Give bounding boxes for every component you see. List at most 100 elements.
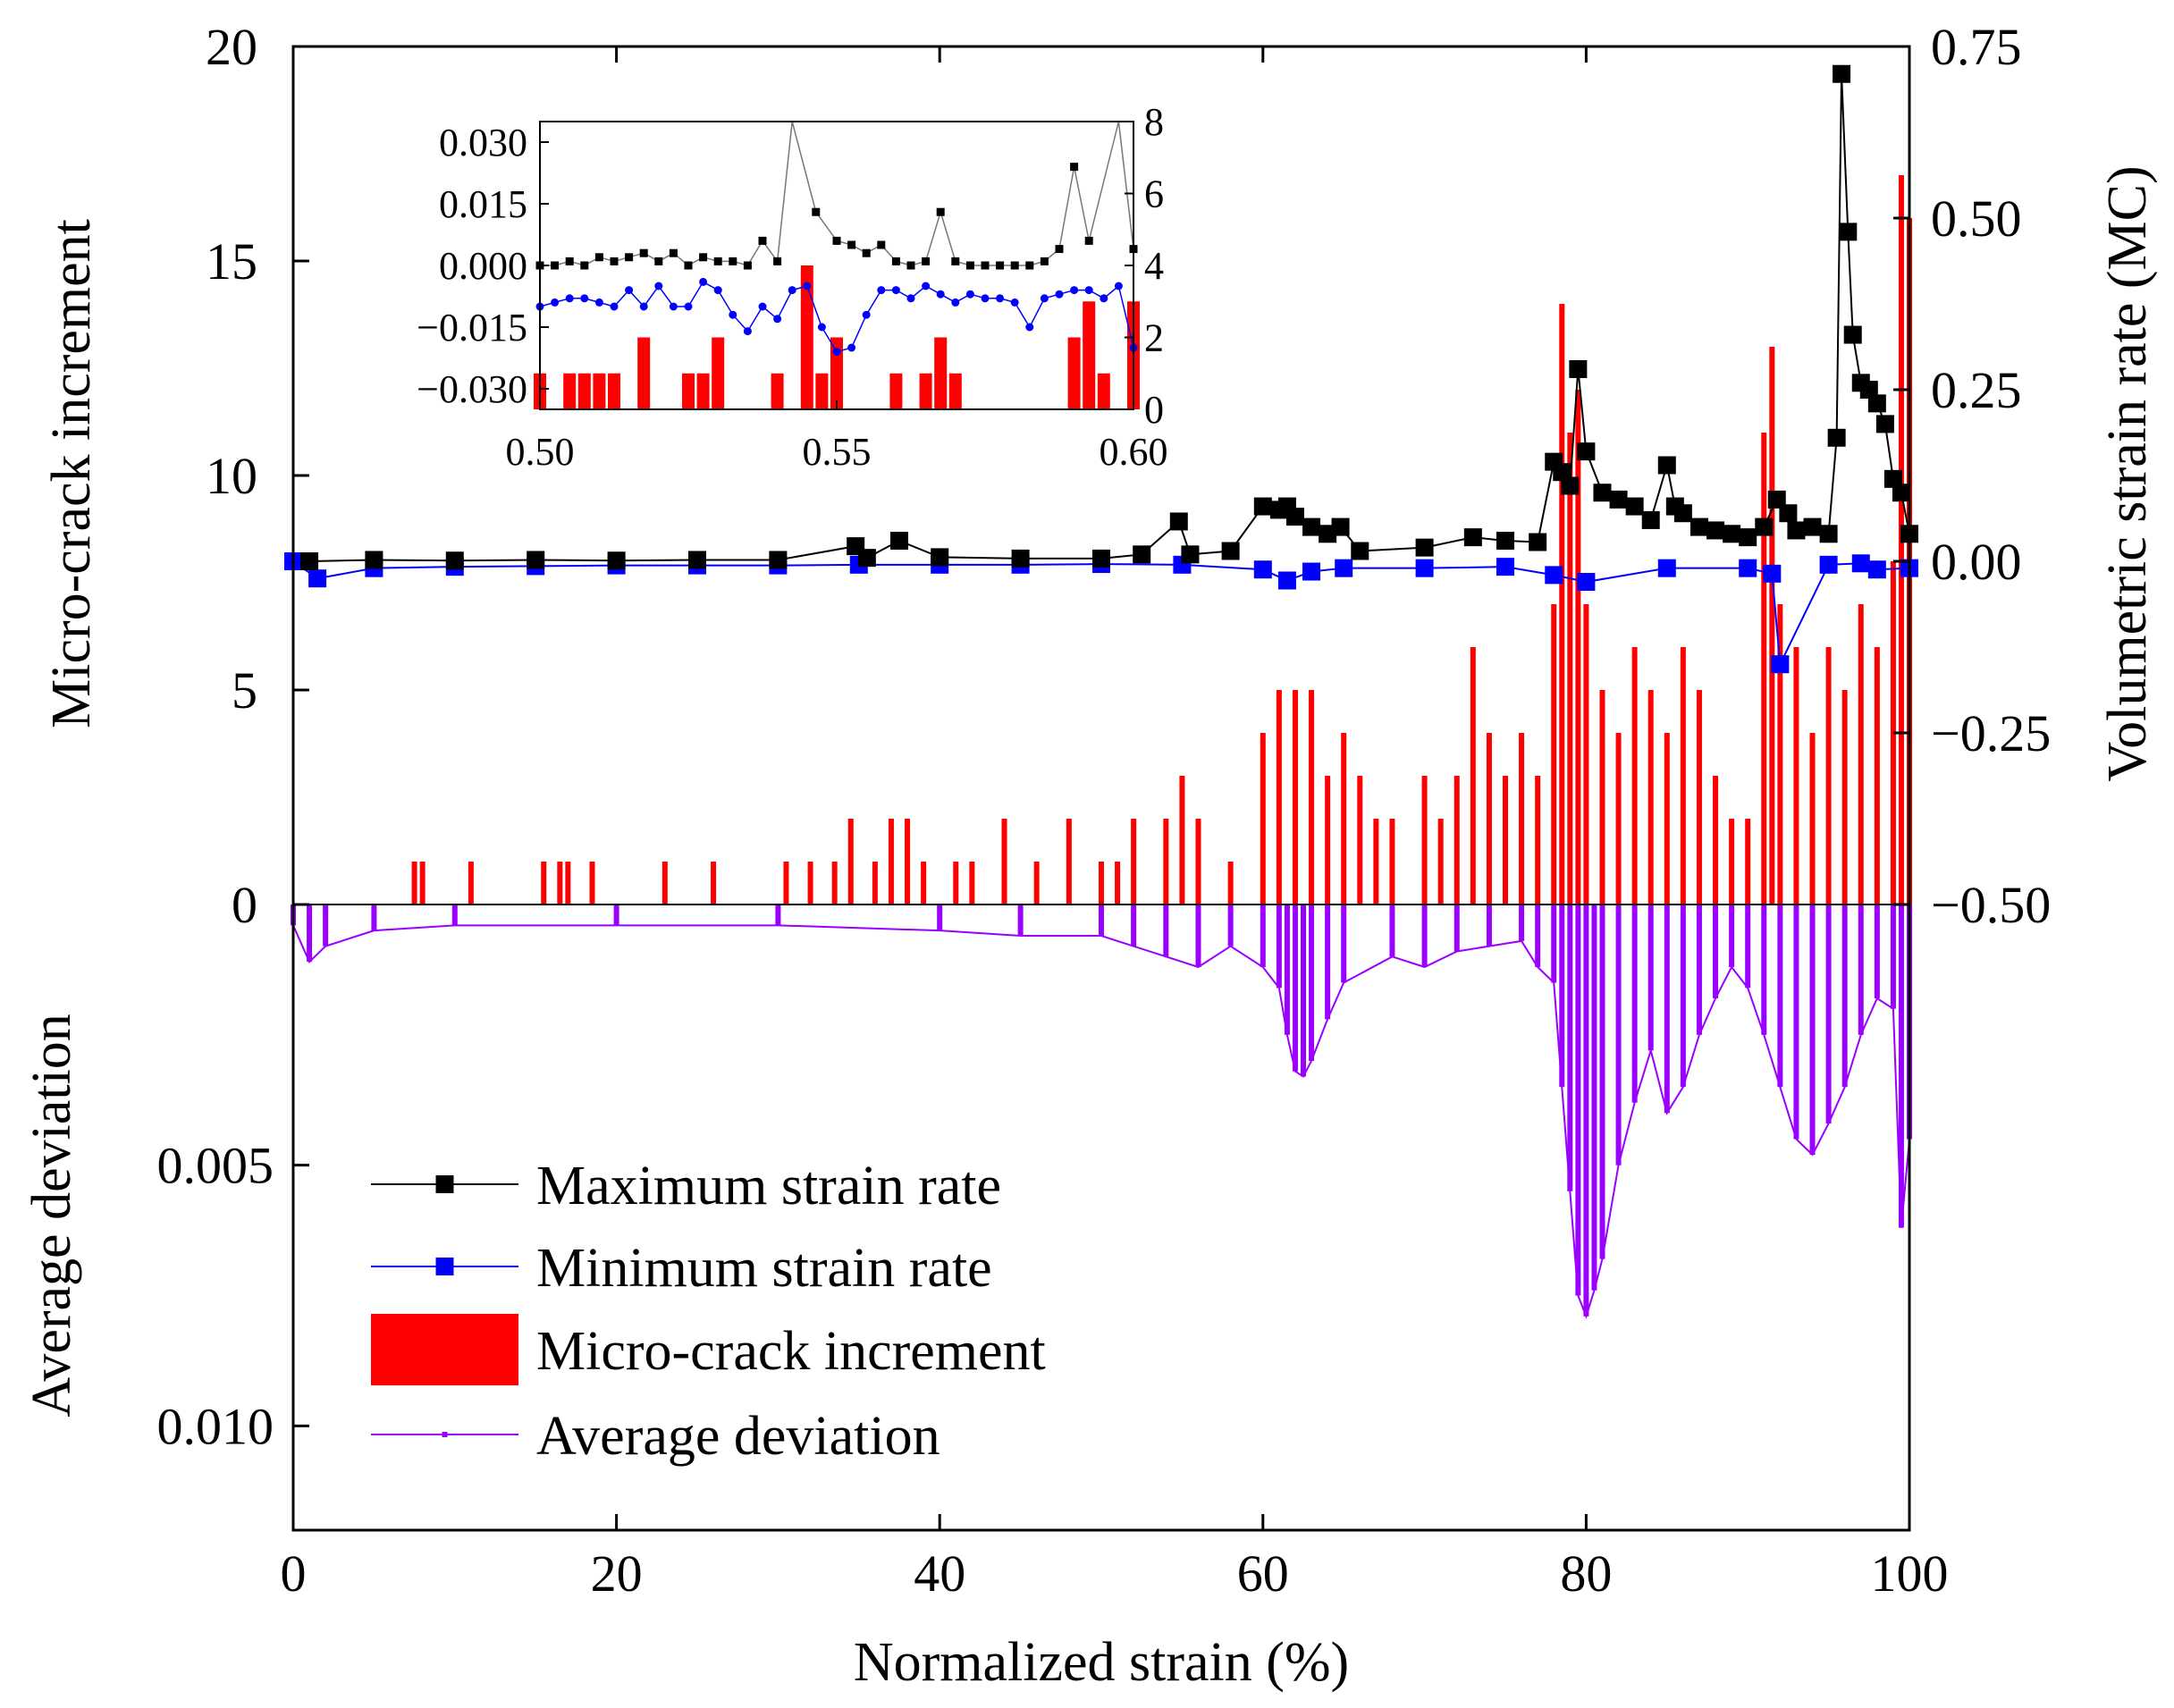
max-strain-rate-marker [1883,469,1902,488]
avg-deviation-bar [1647,904,1654,1051]
inset-crack-bar [919,373,932,409]
x-tick-label: 60 [1237,1544,1289,1603]
avg-deviation-bar [1575,904,1581,1296]
inset-max-strain-marker [699,253,708,262]
x-tick-label: 80 [1560,1544,1612,1603]
avg-deviation-bar [1163,904,1169,957]
avg-deviation-bar [1713,904,1719,998]
max-strain-rate-marker [769,551,788,569]
micro-crack-bar [1276,690,1282,904]
avg-deviation-bar [1567,904,1573,1191]
inset-min-strain-marker [684,302,693,311]
inset-min-strain-marker [981,294,990,303]
inset-crack-bar [563,373,577,409]
micro-crack-bar [1454,776,1460,904]
max-strain-rate-marker [1787,521,1806,540]
inset-right-tick-label: 4 [1144,244,1164,288]
micro-crack-bar [1389,819,1395,904]
max-strain-rate-marker [445,551,464,570]
micro-crack-bar [1631,647,1638,904]
micro-crack-bar [1841,690,1848,904]
layer-lines [284,64,1918,1319]
inset-min-strain-marker [803,282,812,290]
inset-x-tick-label: 0.60 [1100,430,1168,474]
inset-min-strain-marker [551,298,560,307]
inset-crack-bar [1097,373,1110,409]
max-strain-rate-marker [1839,223,1858,241]
inset-crack-bar [800,265,813,409]
max-strain-rate-marker [1875,415,1894,433]
max-strain-rate-marker [1593,484,1612,502]
inset-crack-bar [889,373,903,409]
avg-deviation-bar [1745,904,1751,989]
micro-crack-bar [1292,690,1298,904]
inset-max-strain-marker [812,207,821,216]
max-strain-rate-marker [1833,64,1851,83]
max-strain-rate-marker [1221,542,1240,560]
min-strain-rate-marker [1867,560,1886,579]
avg-deviation-bar [371,904,377,931]
layer-inset: 0.50 0.55 0.60 −0.030 −0.015 0.000 0.015 0.030 0… [417,100,1167,474]
avg-deviation-bar [1729,904,1735,967]
inset-crack-bar [696,373,710,409]
max-strain-rate-marker [1723,525,1741,543]
inset-max-strain-marker [729,257,737,265]
inset-max-strain-marker [891,257,900,265]
max-strain-rate-marker [1767,490,1786,509]
inset-min-strain-marker [743,327,752,336]
avg-deviation-bar [1341,904,1347,983]
micro-crack-bar [905,819,911,904]
avg-deviation-bar [775,904,781,926]
micro-crack-bar [557,862,563,904]
min-strain-rate-marker [1657,559,1676,577]
inset-crack-bar [682,373,695,409]
min-strain-rate-marker [1771,655,1790,674]
micro-crack-bar [1729,819,1735,904]
micro-crack-bar [711,862,717,904]
avg-deviation-bar [1898,904,1904,1228]
micro-crack-bar [411,862,417,904]
inset-right-tick-label: 0 [1144,388,1164,432]
min-strain-rate-marker [1739,559,1757,577]
micro-crack-bar [1163,819,1169,904]
avg-deviation-bar [1696,904,1702,1035]
max-strain-rate-marker [1181,545,1200,564]
inset-min-strain-marker [862,310,871,319]
micro-crack-bar [1769,347,1775,904]
inset-max-strain-marker [936,207,945,216]
avg-deviation-bar [1664,904,1670,1114]
inset-crack-bar [948,373,962,409]
inset-max-strain-marker [684,261,693,270]
inset-max-strain-marker [922,257,931,265]
inset-max-strain-marker [1084,236,1093,245]
avg-deviation-bar [613,904,619,926]
min-strain-rate-marker [1819,555,1838,574]
inset-crack-bar [771,373,784,409]
micro-crack-bar [1115,862,1121,904]
micro-crack-bar [1599,690,1605,904]
inset-max-strain-marker [1055,245,1064,254]
min-strain-rate-marker [1763,564,1782,583]
inset-min-strain-marker [594,298,603,307]
inset-min-strain-marker [625,286,634,295]
max-strain-rate-marker [1351,542,1369,560]
inset-max-strain-marker [580,261,589,270]
micro-crack-bar [1535,776,1541,904]
inset-right-tick-label: 8 [1144,100,1164,144]
inset-max-strain-marker [832,236,841,245]
inset-min-strain-marker [1025,323,1034,332]
plot-frame [291,45,1911,1532]
avg-deviation-line [292,924,1910,1319]
inset-max-strain-marker [565,257,574,265]
micro-crack-bar [1761,433,1767,904]
inset-crack-bar [593,373,606,409]
micro-crack-bar [1437,819,1444,904]
inset-x-tick-label: 0.55 [803,430,872,474]
left-top-tick-label: 15 [206,232,257,290]
micro-crack-bar [1615,733,1622,904]
inset-left-tick-label: 0.000 [439,244,527,288]
max-strain-rate-marker [527,551,545,569]
legend-swatch-micro-crack [371,1314,518,1385]
avg-deviation-bar [1131,904,1137,947]
